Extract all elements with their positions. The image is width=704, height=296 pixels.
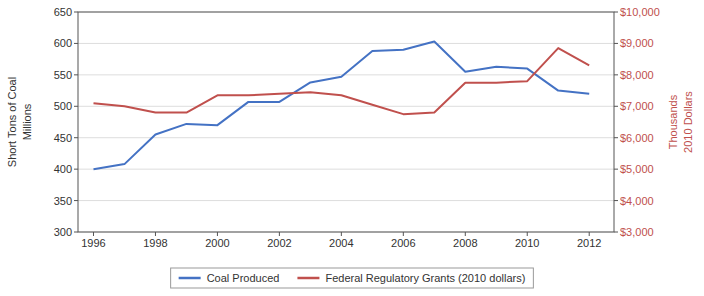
y-tick-label: 350 <box>54 195 72 207</box>
x-tick-label: 2012 <box>577 237 601 249</box>
plot-frame <box>78 12 614 232</box>
x-tick-label: 2010 <box>515 237 539 249</box>
y2-tick <box>614 137 618 138</box>
legend-box <box>171 268 534 288</box>
y-tick <box>74 169 78 170</box>
y-tick-label: 550 <box>54 69 72 81</box>
x-tick-label: 2004 <box>329 237 353 249</box>
grid-line <box>78 106 614 107</box>
x-tick-label: 2002 <box>267 237 291 249</box>
y-tick-label: 500 <box>54 100 72 112</box>
x-tick <box>465 232 466 236</box>
x-tick-label: 1998 <box>143 237 167 249</box>
y2-tick-label: $10,000 <box>620 6 660 18</box>
y2-tick <box>614 169 618 170</box>
y2-tick <box>614 74 618 75</box>
y-tick-label: 450 <box>54 132 72 144</box>
y2-tick-label: $8,000 <box>620 69 654 81</box>
y-tick <box>74 74 78 75</box>
grid <box>78 12 614 232</box>
series-line <box>93 48 589 114</box>
legend-label: Coal Produced <box>207 272 280 284</box>
y-tick <box>74 137 78 138</box>
legend: Coal Produced Federal Regulatory Grants (… <box>179 272 526 284</box>
y2-tick-label: $5,000 <box>620 163 654 175</box>
y2-tick-label: $6,000 <box>620 132 654 144</box>
y-tick <box>74 200 78 201</box>
y2-tick-label: $3,000 <box>620 226 654 238</box>
x-tick <box>403 232 404 236</box>
y2-axis-label: Thousands <box>667 94 679 149</box>
y-tick-label: 600 <box>54 37 72 49</box>
grid-line <box>78 43 614 44</box>
x-tick <box>589 232 590 236</box>
x-axis: 1996 1998 2000 2002 2004 2006 2008 2010 2012 <box>81 232 601 249</box>
y-tick <box>74 12 78 13</box>
y-tick <box>74 232 78 233</box>
y2-axis-label: 2010 Dollars <box>682 91 694 153</box>
chart: 1996199820002002200420062008201020123003… <box>0 0 704 296</box>
y-axis: 300 350 400 450 500 550 600 650 Short Tons of Co… <box>6 6 78 238</box>
legend-label: Federal Regulatory Grants (2010 dollars) <box>325 272 525 284</box>
x-tick <box>279 232 280 236</box>
y-axis-label: Millions <box>21 103 33 140</box>
x-tick-label: 2006 <box>391 237 415 249</box>
x-tick <box>217 232 218 236</box>
y2-tick <box>614 12 618 13</box>
legend-swatch <box>179 277 201 280</box>
y2-tick-label: $9,000 <box>620 37 654 49</box>
y2-tick <box>614 200 618 201</box>
legend-swatch <box>297 277 319 280</box>
y2-tick <box>614 43 618 44</box>
y-axis-label: Short Tons of Coal <box>6 77 18 167</box>
x-tick-label: 2000 <box>205 237 229 249</box>
series-group <box>93 42 589 170</box>
series-line <box>93 42 589 170</box>
x-tick <box>341 232 342 236</box>
x-tick <box>527 232 528 236</box>
y2-axis: $3,000 $4,000 $5,000 $6,000 $7,000 $8,000 $9,0… <box>614 6 694 238</box>
x-tick <box>93 232 94 236</box>
y-tick-label: 650 <box>54 6 72 18</box>
x-tick <box>155 232 156 236</box>
y2-tick-label: $7,000 <box>620 100 654 112</box>
grid-line <box>78 137 614 138</box>
y2-tick <box>614 106 618 107</box>
y2-tick <box>614 232 618 233</box>
y-tick-label: 300 <box>54 226 72 238</box>
x-tick-label: 1996 <box>81 237 105 249</box>
grid-line <box>78 169 614 170</box>
y-tick-label: 400 <box>54 163 72 175</box>
y-tick <box>74 106 78 107</box>
y-tick <box>74 43 78 44</box>
grid-line <box>78 200 614 201</box>
x-tick-label: 2008 <box>453 237 477 249</box>
y2-tick-label: $4,000 <box>620 195 654 207</box>
